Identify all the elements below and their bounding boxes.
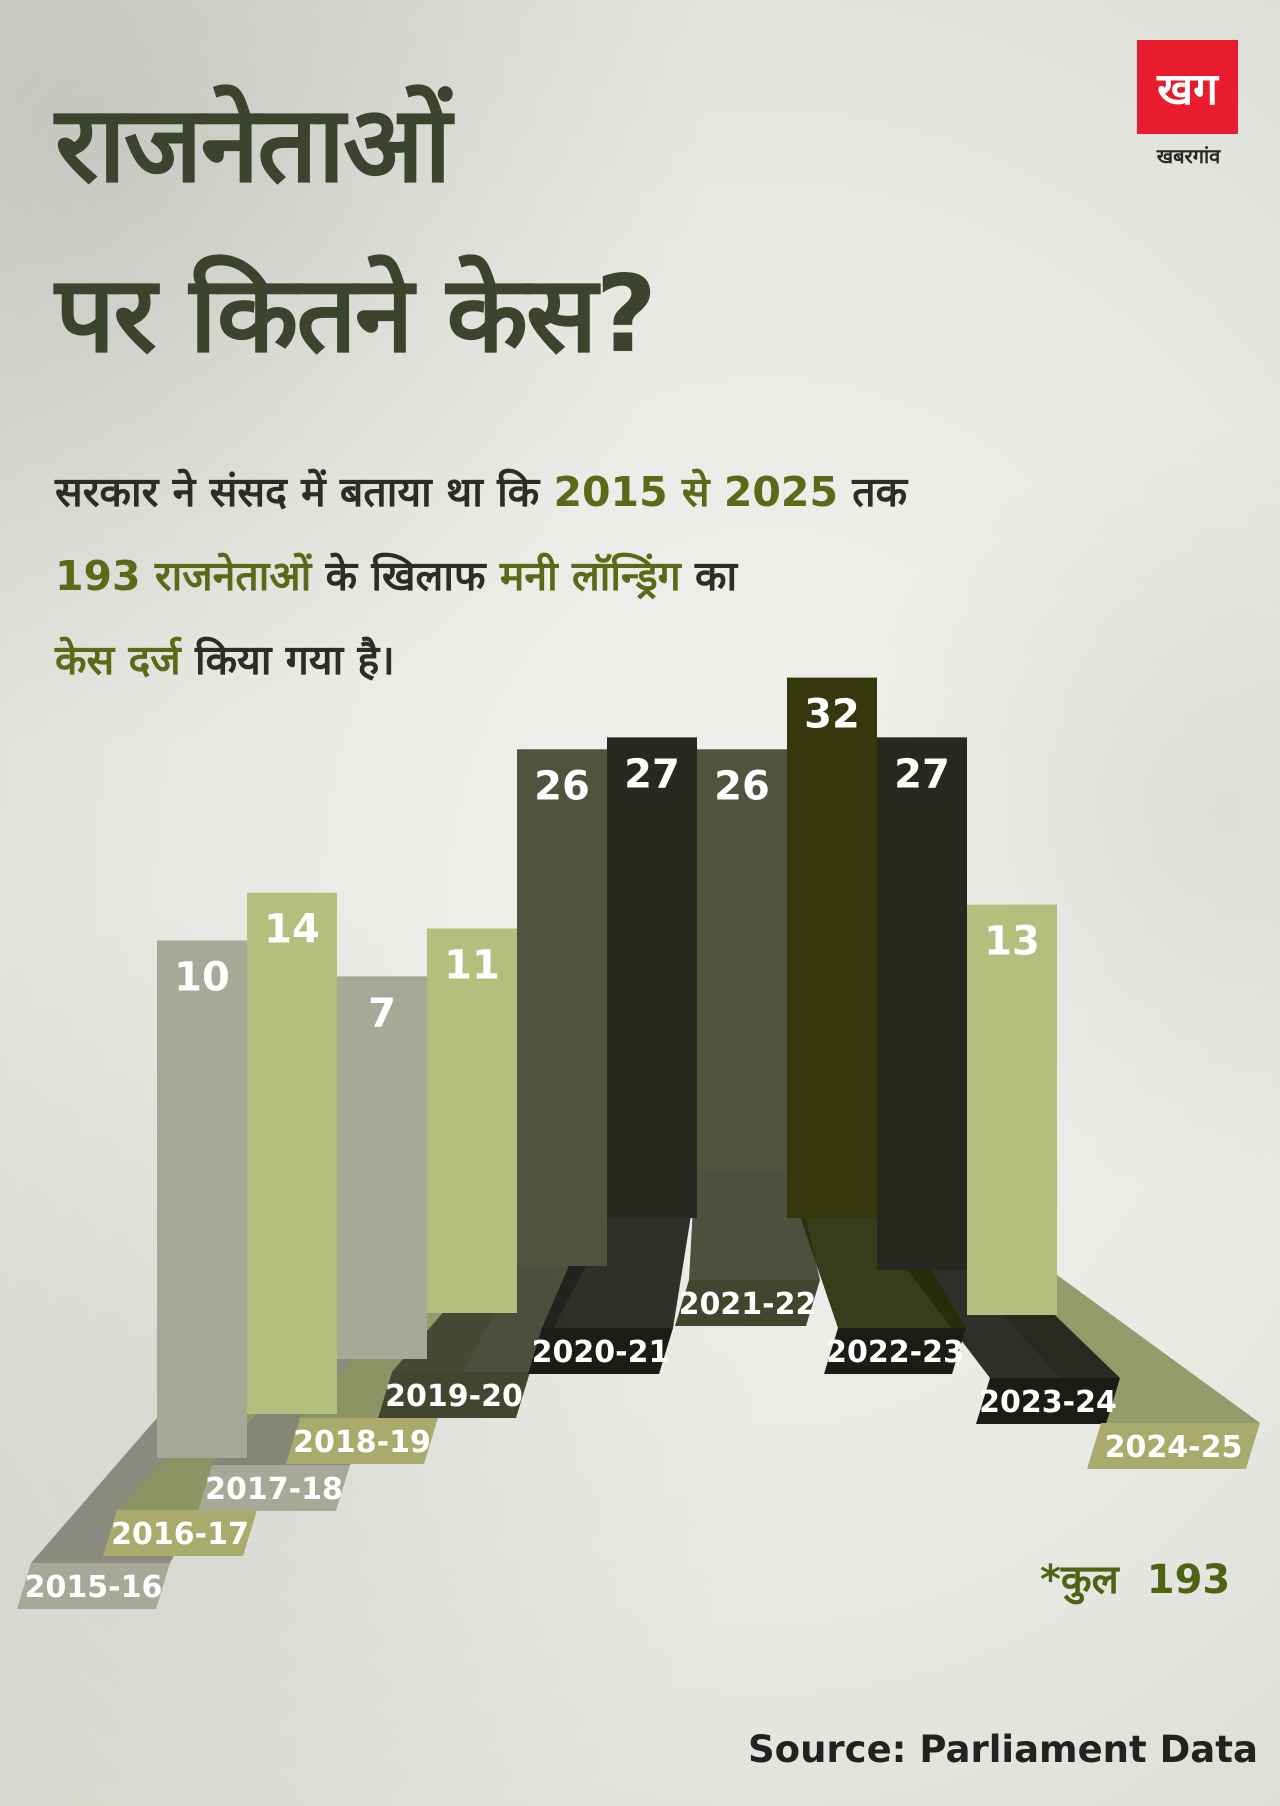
year-tab-2019-20 bbox=[378, 1372, 530, 1418]
description-text: सरकार ने संसद में बताया था कि bbox=[55, 468, 554, 516]
bar-value-label-2021-22: 26 bbox=[714, 763, 770, 809]
description-highlight-years: 2015 से 2025 bbox=[553, 468, 838, 516]
year-tab-2023-24 bbox=[976, 1378, 1120, 1424]
bar-value-label-2019-20: 26 bbox=[534, 763, 590, 809]
year-tab-2021-22 bbox=[675, 1280, 820, 1326]
x-tick-label-2022-23: 2022-23 bbox=[826, 1335, 964, 1370]
year-tab-2022-23 bbox=[824, 1328, 966, 1374]
source-label: Source: Parliament Data bbox=[748, 1728, 1258, 1771]
bar-value-label-2020-21: 27 bbox=[624, 751, 680, 797]
page-title-line-2: पर कितने केस? bbox=[55, 253, 657, 376]
description-highlight-count: 193 राजनेताओं bbox=[55, 552, 312, 600]
bar-value-label-2023-24: 27 bbox=[894, 751, 950, 797]
bar-value-label-2017-18: 7 bbox=[368, 990, 396, 1036]
khabargaon-logo: खग खबरगांव bbox=[1137, 40, 1240, 170]
bar-2023-24 bbox=[877, 737, 967, 1270]
total-label: *कुल 193 bbox=[1040, 1550, 1230, 1605]
bar-2017-18 bbox=[337, 976, 427, 1359]
year-tab-2024-25 bbox=[1087, 1423, 1260, 1469]
x-tick-label-2020-21: 2020-21 bbox=[532, 1335, 670, 1370]
logo-mark: खग bbox=[1137, 40, 1238, 134]
year-tab-2017-18 bbox=[198, 1465, 350, 1511]
bar-value-label-2015-16: 10 bbox=[174, 955, 230, 1001]
bar-value-label-2016-17: 14 bbox=[264, 907, 320, 953]
x-tick-label-2016-17: 2016-17 bbox=[111, 1517, 249, 1552]
total-text: *कुल bbox=[1040, 1557, 1119, 1603]
description-text: का bbox=[680, 552, 738, 600]
bar-2022-23 bbox=[787, 677, 877, 1218]
bar-2024-25 bbox=[967, 904, 1057, 1315]
description-text: किया गया है। bbox=[180, 636, 395, 684]
bar-2019-20 bbox=[517, 749, 607, 1266]
year-tab-2016-17 bbox=[103, 1510, 257, 1556]
bar-2016-17 bbox=[247, 892, 337, 1414]
bar-2018-19 bbox=[427, 928, 517, 1313]
description-text: के खिलाफ bbox=[311, 552, 500, 600]
description-line-3: केस दर्ज किया गया है। bbox=[55, 640, 1205, 681]
x-tick-label-2021-22: 2021-22 bbox=[679, 1287, 817, 1322]
bar-2020-21 bbox=[607, 737, 697, 1218]
year-tab-2018-19 bbox=[286, 1418, 438, 1464]
bar-2015-16 bbox=[157, 940, 247, 1458]
bar-value-label-2024-25: 13 bbox=[984, 919, 1040, 965]
bar-value-label-2022-23: 32 bbox=[804, 692, 860, 738]
description-line-2: 193 राजनेताओं के खिलाफ मनी लॉन्ड्रिंग का bbox=[55, 556, 1205, 597]
x-tick-label-2018-19: 2018-19 bbox=[293, 1425, 431, 1460]
description-highlight-case-filed: केस दर्ज bbox=[55, 636, 181, 684]
x-tick-label-2023-24: 2023-24 bbox=[979, 1385, 1117, 1420]
x-tick-label-2017-18: 2017-18 bbox=[205, 1472, 343, 1507]
year-tab-2015-16 bbox=[17, 1563, 170, 1609]
x-tick-label-2024-25: 2024-25 bbox=[1105, 1430, 1243, 1465]
description-text: तक bbox=[837, 468, 908, 516]
x-tick-label-2015-16: 2015-16 bbox=[25, 1570, 163, 1605]
description-highlight-money-laundering: मनी लॉन्ड्रिंग bbox=[499, 552, 681, 600]
bar-value-label-2018-19: 11 bbox=[444, 943, 500, 989]
x-tick-label-2019-20: 2019-20 bbox=[385, 1379, 523, 1414]
year-tab-2020-21 bbox=[528, 1328, 673, 1374]
description-line-1: सरकार ने संसद में बताया था कि 2015 से 20… bbox=[55, 472, 1205, 513]
logo-name: खबरगांव bbox=[1156, 144, 1221, 168]
page-title-line-1: राजनेताओं bbox=[55, 83, 451, 206]
total-value: 193 bbox=[1146, 1557, 1231, 1603]
bar-2021-22 bbox=[697, 749, 787, 1174]
